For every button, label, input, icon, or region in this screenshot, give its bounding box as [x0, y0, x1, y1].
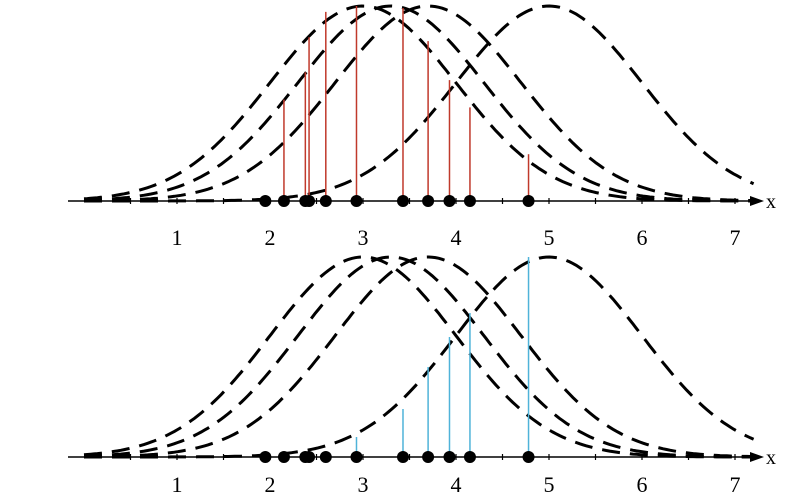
panel-top: 1 2 3 4 5 6 7 x	[68, 4, 776, 250]
ticks-top	[129, 198, 736, 204]
tick-labels-top: 1 2 3 4 5 6 7	[172, 225, 741, 250]
tick-label-bottom-7: 7	[730, 472, 741, 497]
sample-point-bottom-8	[422, 451, 435, 463]
tick-label-bottom-3: 3	[358, 472, 369, 497]
tick-label-top-5: 5	[544, 225, 555, 250]
tick-label-bottom-2: 2	[265, 472, 276, 497]
tick-label-bottom-1: 1	[172, 472, 183, 497]
curve-bottom-4	[84, 255, 755, 459]
sample-point-bottom-1	[259, 451, 272, 463]
curve-bottom-3	[84, 255, 754, 459]
tick-label-bottom-6: 6	[637, 472, 648, 497]
sample-point-bottom-6	[350, 451, 363, 463]
sample-point-bottom-9	[443, 451, 456, 463]
curve-top-1	[83, 4, 754, 203]
curve-top-4	[84, 4, 755, 203]
tick-label-top-2: 2	[265, 225, 276, 250]
x-axis-label-top: x	[766, 191, 776, 213]
stems-bottom	[355, 257, 530, 457]
x-axis-label-bottom: x	[766, 447, 776, 469]
sample-point-top-11	[522, 195, 535, 207]
curves-bottom	[83, 255, 755, 459]
tick-label-top-3: 3	[358, 225, 369, 250]
sample-point-top-5	[319, 195, 332, 207]
sample-point-bottom-5	[319, 451, 332, 463]
sample-point-bottom-7	[396, 451, 409, 463]
sample-point-bottom-4	[303, 451, 316, 463]
tick-label-top-7: 7	[730, 225, 741, 250]
sample-point-top-6	[350, 195, 363, 207]
curve-bottom-2	[83, 255, 754, 459]
sample-point-bottom-11	[522, 451, 535, 463]
tick-label-bottom-5: 5	[544, 472, 555, 497]
sample-point-bottom-10	[463, 451, 476, 463]
points-bottom	[259, 451, 535, 463]
tick-label-bottom-4: 4	[451, 472, 462, 497]
x-axis-arrow-bottom	[750, 452, 764, 462]
sample-point-top-2	[277, 195, 290, 207]
curves-top	[83, 4, 755, 203]
panel-bottom: 1 2 3 4 5 6 7 x	[68, 255, 776, 497]
curve-bottom-1	[83, 255, 754, 459]
sample-point-bottom-2	[277, 451, 290, 463]
sample-point-top-4	[303, 195, 316, 207]
stems-top	[283, 6, 530, 201]
tick-label-top-4: 4	[451, 225, 462, 250]
curve-top-2	[83, 4, 754, 203]
sample-point-top-10	[463, 195, 476, 207]
sample-point-top-9	[443, 195, 456, 207]
tick-label-top-1: 1	[172, 225, 183, 250]
tick-labels-bottom: 1 2 3 4 5 6 7	[172, 472, 741, 497]
points-top	[259, 195, 535, 207]
sample-point-top-1	[259, 195, 272, 207]
sample-point-top-8	[422, 195, 435, 207]
sample-point-top-7	[396, 195, 409, 207]
x-axis-arrow-top	[750, 196, 764, 206]
ticks-bottom	[129, 454, 736, 460]
curve-top-3	[84, 4, 754, 203]
tick-label-top-6: 6	[637, 225, 648, 250]
